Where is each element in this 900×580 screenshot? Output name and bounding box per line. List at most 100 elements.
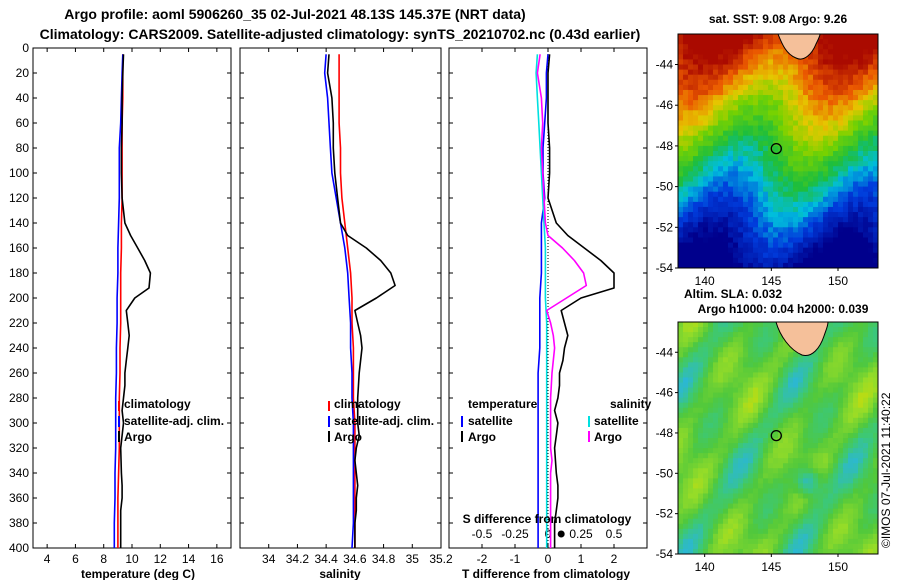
map-cell [708,242,714,249]
map-cell [838,518,844,525]
map-cell [853,59,859,66]
map-cell [788,483,794,489]
map-cell [873,407,879,414]
map-cell [718,212,724,218]
map-cell [818,357,824,363]
map-cell [678,196,684,203]
map-cell [698,44,704,50]
map-cell [728,448,734,454]
map-cell [838,74,844,81]
map-cell [748,523,754,530]
map-cell [868,417,874,424]
map-cell [718,222,724,228]
map-cell [683,89,689,96]
map-cell [728,135,734,142]
map-cell [708,115,714,121]
map-cell [833,493,839,500]
map-cell [683,105,689,111]
map-cell [703,196,709,203]
map-cell [718,120,724,127]
map-cell [708,518,714,525]
map-cell [833,412,839,419]
map-cell [748,367,754,373]
map-cell [843,59,849,66]
map-cell [788,161,794,167]
map-cell [868,548,874,555]
map-cell [798,518,804,525]
map-cell [693,125,699,132]
map-cell [848,407,854,414]
map-cell [818,528,824,535]
map-cell [718,105,724,111]
map-cell [723,548,729,555]
map-cell [743,372,749,378]
map-cell [758,120,764,127]
map-cell [728,483,734,489]
map-cell [873,257,879,264]
map-cell [823,237,829,244]
map-cell [788,176,794,183]
map-cell [723,34,729,40]
map-cell [763,84,769,91]
map-cell [698,468,704,474]
map-cell [743,448,749,454]
map-cell [698,262,704,269]
map-cell [823,513,829,520]
map-cell [843,443,849,449]
x-tick-label: 2 [611,552,618,566]
map-cell [853,528,859,535]
map-cell [713,49,719,55]
map-cell [843,232,849,238]
salinity-frame [239,47,442,549]
map-cell [833,222,839,228]
map-cell [863,498,869,505]
map-cell [828,432,834,439]
map-cell [848,196,854,203]
map-cell [773,115,779,121]
map-cell [853,125,859,132]
map-cell [678,105,684,111]
map-cell [798,483,804,489]
map-cell [808,130,814,137]
map-cell [763,417,769,424]
legend-title-temperature: temperature [468,397,538,411]
map-cell [693,362,699,368]
map-cell [758,528,764,535]
map-cell [783,342,789,348]
map-cell [778,508,784,515]
map-cell [768,488,774,494]
map-cell [718,64,724,71]
map-cell [843,166,849,172]
map-cell [683,548,689,555]
map-cell [803,74,809,81]
map-cell [753,407,759,414]
lon-tick-label: 145 [761,560,781,574]
legend-t-satellite: satellite [468,414,513,428]
map-cell [798,528,804,535]
map-cell [713,217,719,223]
map-cell [723,186,729,193]
map-cell [753,438,759,444]
map-cell [718,468,724,474]
map-cell [843,176,849,183]
map-cell [823,54,829,60]
map-cell [728,201,734,208]
map-cell [768,222,774,228]
map-cell [708,412,714,419]
map-cell [698,397,704,404]
map-cell [703,337,709,343]
map-cell [863,438,869,444]
map-cell [788,493,794,500]
map-cell [713,130,719,137]
map-cell [848,44,854,50]
map-cell [853,69,859,76]
map-cell [828,206,834,213]
map-cell [773,422,779,429]
map-cell [738,443,744,449]
map-cell [848,217,854,223]
map-cell [738,125,744,132]
map-cell [698,39,704,45]
map-cell [758,533,764,540]
map-cell [708,392,714,399]
map-cell [813,79,819,86]
